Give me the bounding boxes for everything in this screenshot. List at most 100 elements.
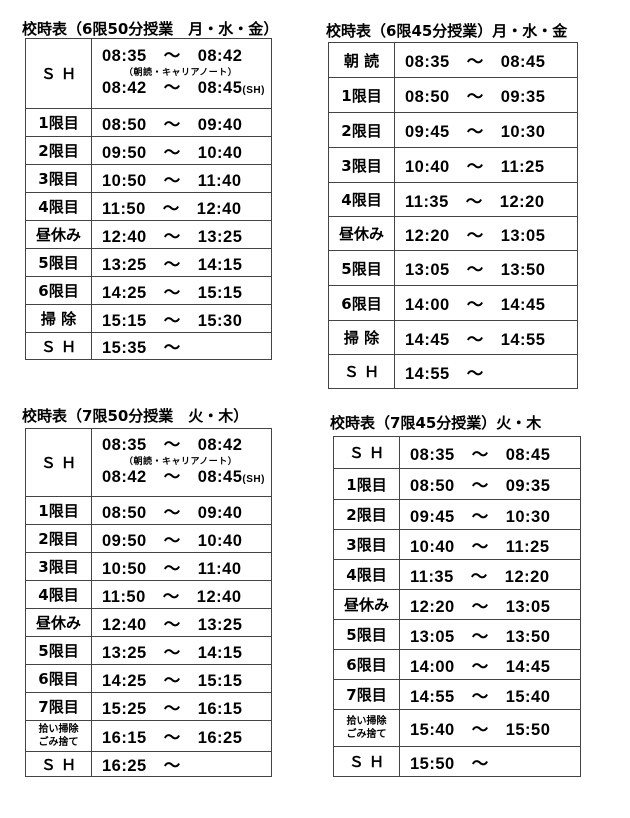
period-label: 2限目 bbox=[333, 499, 400, 530]
table-row: 4限目 11:50 ～ 12:40 bbox=[25, 580, 272, 609]
period-time: 10:40 ～ 11:25 bbox=[394, 147, 578, 183]
table-row: 7限目 14:55 ～ 15:40 bbox=[333, 679, 581, 710]
table-row: 3限目 10:50 ～ 11:40 bbox=[25, 164, 272, 193]
period-time: 08:35 ～ 08:42 （朝読・キャリアノート） 08:42 ～ 08:45… bbox=[91, 38, 272, 109]
period-label: 朝 読 bbox=[328, 42, 395, 78]
table-row: 6限目 14:25 ～ 15:15 bbox=[25, 664, 272, 693]
label-line: ごみ捨て bbox=[38, 737, 79, 748]
period-label: 5限目 bbox=[25, 636, 92, 665]
period-label: 3限目 bbox=[333, 529, 400, 560]
timetable-title: 校時表（7限50分授業 火・木） bbox=[22, 407, 249, 425]
timetable: Ｓ Ｈ 08:35 ～ 08:42 （朝読・キャリアノート） 08:42 ～ 0… bbox=[25, 428, 272, 777]
period-label: 4限目 bbox=[333, 559, 400, 590]
period-label: 3限目 bbox=[25, 552, 92, 581]
table-row: 6限目 14:25 ～ 15:15 bbox=[25, 276, 272, 305]
period-label: 1限目 bbox=[333, 468, 400, 500]
period-time: 12:20 ～ 13:05 bbox=[399, 589, 581, 620]
period-time: 08:35 ～ 08:45 bbox=[394, 42, 578, 78]
table-row: Ｓ Ｈ 14:55 ～ bbox=[328, 354, 578, 389]
period-label: 5限目 bbox=[25, 248, 92, 277]
period-label: 1限目 bbox=[25, 496, 92, 525]
period-time: 08:50 ～ 09:35 bbox=[394, 77, 578, 113]
label-line: 拾い掃除 bbox=[38, 724, 79, 735]
period-label: Ｓ Ｈ bbox=[25, 332, 92, 360]
period-time: 11:35 ～ 12:20 bbox=[399, 559, 581, 590]
table-row: Ｓ Ｈ 16:25 ～ bbox=[25, 751, 272, 777]
period-time: 12:40 ～ 13:25 bbox=[91, 220, 272, 249]
period-time: 08:50 ～ 09:40 bbox=[91, 496, 272, 525]
timetable: Ｓ Ｈ 08:35 ～ 08:45 1限目 08:50 ～ 09:35 2限目 09… bbox=[333, 436, 581, 777]
period-time: 10:40 ～ 11:25 bbox=[399, 529, 581, 560]
period-label: Ｓ Ｈ bbox=[25, 38, 92, 109]
period-label: 6限目 bbox=[25, 664, 92, 693]
period-label: 7限目 bbox=[333, 679, 400, 710]
period-label: Ｓ Ｈ bbox=[25, 428, 92, 497]
period-time: 15:35 ～ bbox=[91, 332, 272, 360]
period-time: 08:50 ～ 09:40 bbox=[91, 108, 272, 137]
period-label: 6限目 bbox=[333, 649, 400, 680]
period-label: 6限目 bbox=[25, 276, 92, 305]
period-time: 08:35 ～ 08:42 （朝読・キャリアノート） 08:42 ～ 08:45… bbox=[91, 428, 272, 497]
period-time: 14:25 ～ 15:15 bbox=[91, 276, 272, 305]
time-range: 08:35 ～ 08:42 bbox=[102, 47, 243, 65]
timetable-title: 校時表（6限45分授業）月・水・金 bbox=[326, 22, 568, 40]
table-row: 1限目 08:50 ～ 09:35 bbox=[333, 468, 581, 500]
period-time: 10:50 ～ 11:40 bbox=[91, 552, 272, 581]
period-label: Ｓ Ｈ bbox=[333, 746, 400, 777]
label-line: 拾い掃除 bbox=[346, 716, 387, 727]
table-row: 4限目 11:35 ～ 12:20 bbox=[333, 559, 581, 590]
table-row: 5限目 13:25 ～ 14:15 bbox=[25, 248, 272, 277]
sh-suffix: (SH) bbox=[242, 85, 265, 96]
timetable: 朝 読 08:35 ～ 08:45 1限目 08:50 ～ 09:35 2限目 09… bbox=[328, 42, 578, 389]
table-row: 朝 読 08:35 ～ 08:45 bbox=[328, 42, 578, 78]
table-row: 3限目 10:50 ～ 11:40 bbox=[25, 552, 272, 581]
period-label: 4限目 bbox=[25, 580, 92, 609]
table-row: 昼休み 12:20 ～ 13:05 bbox=[333, 589, 581, 620]
table-row: 6限目 14:00 ～ 14:45 bbox=[328, 285, 578, 321]
period-time: 13:05 ～ 13:50 bbox=[399, 619, 581, 650]
period-time: 10:50 ～ 11:40 bbox=[91, 164, 272, 193]
period-time: 14:00 ～ 14:45 bbox=[399, 649, 581, 680]
period-time: 15:15 ～ 15:30 bbox=[91, 304, 272, 333]
period-label: 4限目 bbox=[328, 182, 395, 217]
period-time: 08:35 ～ 08:45 bbox=[399, 436, 581, 469]
period-label: 掃 除 bbox=[328, 320, 395, 355]
period-time: 15:50 ～ bbox=[399, 746, 581, 777]
note: （朝読・キャリアノート） bbox=[124, 456, 238, 466]
period-time: 09:45 ～ 10:30 bbox=[399, 499, 581, 530]
time-range-text: 08:42 ～ 08:45 bbox=[102, 79, 243, 97]
table-row: 1限目 08:50 ～ 09:35 bbox=[328, 77, 578, 113]
period-label: 3限目 bbox=[328, 147, 395, 183]
period-time: 11:50 ～ 12:40 bbox=[91, 192, 272, 221]
period-label: 5限目 bbox=[328, 250, 395, 286]
table-row: 掃 除 15:15 ～ 15:30 bbox=[25, 304, 272, 333]
period-label: Ｓ Ｈ bbox=[25, 751, 92, 777]
timetable-title: 校時表（7限45分授業）火・木 bbox=[330, 414, 542, 432]
period-time: 09:50 ～ 10:40 bbox=[91, 524, 272, 553]
table-row: 2限目 09:50 ～ 10:40 bbox=[25, 136, 272, 165]
time-range: 08:42 ～ 08:45(SH) bbox=[102, 78, 271, 101]
table-row: 拾い掃除 ごみ捨て 15:40 ～ 15:50 bbox=[333, 709, 581, 747]
table-row: 2限目 09:45 ～ 10:30 bbox=[333, 499, 581, 530]
period-time: 14:45 ～ 14:55 bbox=[394, 320, 578, 355]
period-label: 1限目 bbox=[25, 108, 92, 137]
period-label: 6限目 bbox=[328, 285, 395, 321]
table-row: 1限目 08:50 ～ 09:40 bbox=[25, 496, 272, 525]
period-time: 14:55 ～ 15:40 bbox=[399, 679, 581, 710]
note: （朝読・キャリアノート） bbox=[124, 67, 238, 77]
period-label: 2限目 bbox=[25, 136, 92, 165]
period-label: 昼休み bbox=[25, 220, 92, 249]
sh-suffix: (SH) bbox=[242, 474, 265, 485]
table-row: 5限目 13:05 ～ 13:50 bbox=[328, 250, 578, 286]
period-label: 4限目 bbox=[25, 192, 92, 221]
time-range: 08:35 ～ 08:42 bbox=[102, 436, 243, 454]
period-time: 13:25 ～ 14:15 bbox=[91, 248, 272, 277]
period-time: 14:55 ～ bbox=[394, 354, 578, 389]
period-time: 15:25 ～ 16:15 bbox=[91, 692, 272, 721]
period-time: 13:05 ～ 13:50 bbox=[394, 250, 578, 286]
period-time: 12:20 ～ 13:05 bbox=[394, 216, 578, 251]
period-time: 09:45 ～ 10:30 bbox=[394, 112, 578, 148]
table-row: 4限目 11:50 ～ 12:40 bbox=[25, 192, 272, 221]
period-label: 2限目 bbox=[328, 112, 395, 148]
table-row: 3限目 10:40 ～ 11:25 bbox=[328, 147, 578, 183]
